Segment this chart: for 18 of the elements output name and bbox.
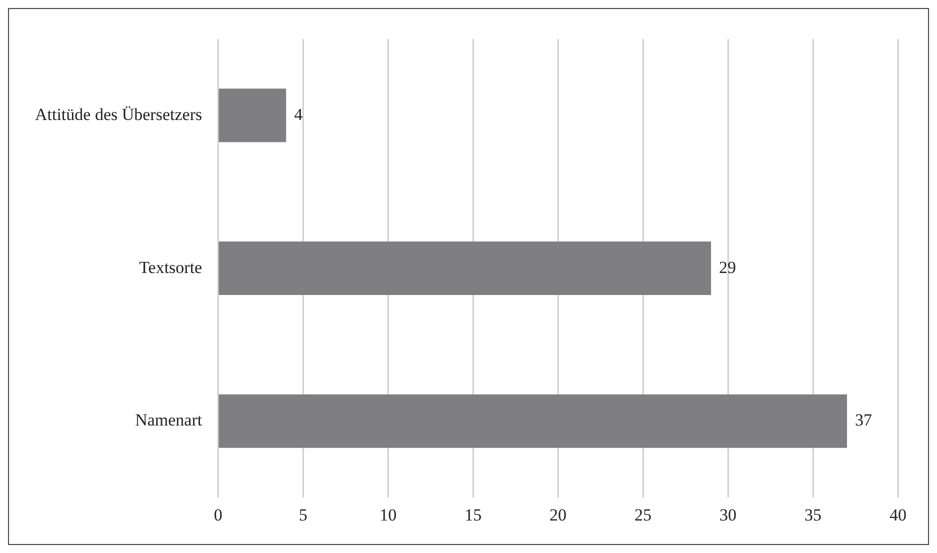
x-tick-label: 0 xyxy=(214,505,222,524)
x-tick-label: 5 xyxy=(298,505,308,524)
x-tick-label: 15 xyxy=(464,505,482,524)
bar xyxy=(218,88,286,142)
x-tick-label: 35 xyxy=(804,505,822,524)
data-label: 37 xyxy=(855,410,873,430)
x-tick-label: 20 xyxy=(550,505,567,524)
bar xyxy=(218,394,848,448)
x-tick-label: 25 xyxy=(634,505,652,524)
y-tick-label: Attitüde des Übersetzers xyxy=(34,104,202,124)
x-tick-label: 30 xyxy=(720,505,737,524)
bar xyxy=(218,242,712,296)
x-tick-label: 40 xyxy=(890,505,906,524)
data-label: 4 xyxy=(294,104,304,124)
data-label: 29 xyxy=(719,258,736,277)
x-tick-label: 10 xyxy=(380,505,397,524)
y-tick-label: Textsorte xyxy=(139,258,202,277)
y-tick-label: Namenart xyxy=(135,410,202,430)
